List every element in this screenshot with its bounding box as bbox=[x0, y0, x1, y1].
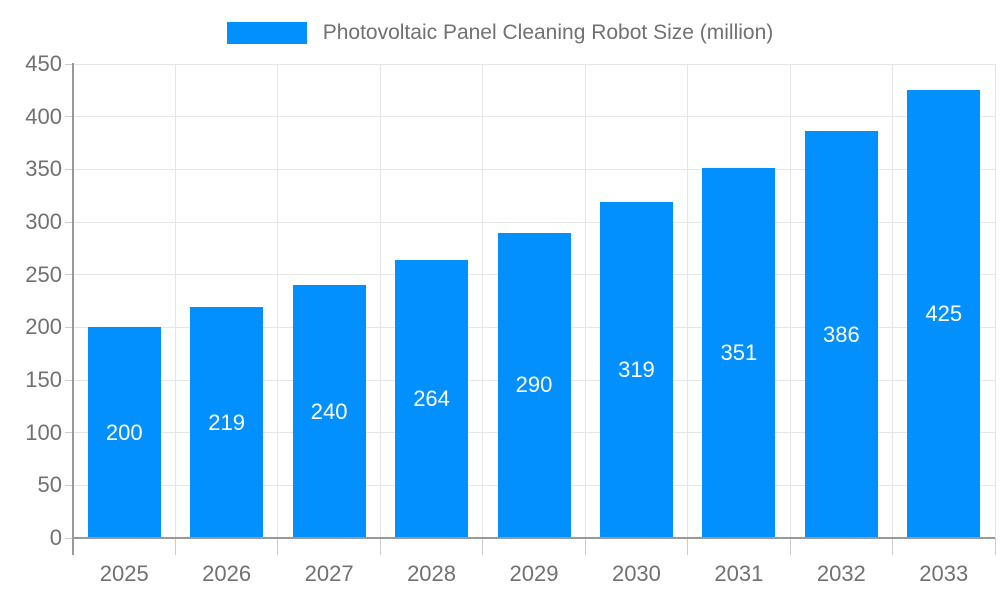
x-axis-tick bbox=[482, 538, 484, 555]
x-axis-tick bbox=[174, 538, 176, 555]
h-gridline bbox=[73, 63, 995, 65]
bar[interactable] bbox=[395, 259, 469, 537]
y-axis-line bbox=[72, 63, 74, 555]
v-gridline bbox=[789, 64, 791, 538]
x-tick-label: 2032 bbox=[816, 561, 866, 586]
y-axis-tick bbox=[65, 63, 73, 65]
y-axis-tick bbox=[65, 379, 73, 381]
y-axis-tick bbox=[65, 326, 73, 328]
x-tick-label: 2031 bbox=[714, 561, 764, 586]
legend-label[interactable]: Photovoltaic Panel Cleaning Robot Size (… bbox=[322, 21, 774, 44]
legend: Photovoltaic Panel Cleaning Robot Size (… bbox=[0, 20, 1000, 46]
x-tick-label: 2026 bbox=[202, 561, 252, 586]
x-tick-label: 2027 bbox=[304, 561, 354, 586]
x-axis-tick bbox=[687, 538, 689, 555]
bar[interactable] bbox=[292, 285, 366, 537]
v-gridline bbox=[174, 64, 176, 538]
bar-value-label: 351 bbox=[720, 340, 758, 366]
bar[interactable] bbox=[804, 131, 878, 537]
bar-value-label: 240 bbox=[310, 398, 348, 424]
v-gridline bbox=[994, 64, 996, 538]
y-axis-tick bbox=[65, 432, 73, 434]
x-tick-label: 2029 bbox=[509, 561, 559, 586]
x-axis-tick bbox=[994, 538, 996, 555]
v-gridline bbox=[482, 64, 484, 538]
y-axis-tick bbox=[65, 537, 73, 539]
bar[interactable] bbox=[190, 307, 264, 537]
bar-value-label: 425 bbox=[925, 301, 963, 327]
y-tick-label: 50 bbox=[37, 472, 62, 498]
y-tick-label: 300 bbox=[25, 209, 62, 234]
bar[interactable] bbox=[599, 201, 673, 537]
y-tick-label: 100 bbox=[25, 419, 62, 445]
v-gridline bbox=[379, 64, 381, 538]
bar-value-label: 219 bbox=[208, 409, 246, 435]
x-axis-line bbox=[72, 537, 995, 539]
v-gridline bbox=[584, 64, 586, 538]
bar-value-label: 264 bbox=[413, 385, 450, 411]
y-tick-label: 450 bbox=[25, 51, 62, 76]
y-tick-label: 400 bbox=[25, 103, 62, 129]
x-tick-label: 2025 bbox=[99, 561, 149, 586]
x-tick-label: 2033 bbox=[919, 561, 969, 586]
y-tick-label: 0 bbox=[49, 525, 62, 550]
x-tick-label: 2030 bbox=[611, 561, 661, 586]
bar-value-label: 386 bbox=[822, 321, 860, 347]
v-gridline bbox=[277, 64, 279, 538]
y-axis-tick bbox=[65, 484, 73, 486]
x-axis-tick bbox=[892, 538, 894, 555]
v-gridline bbox=[687, 64, 689, 538]
h-gridline bbox=[73, 168, 995, 170]
y-axis-tick bbox=[65, 116, 73, 118]
x-tick-label: 2028 bbox=[407, 561, 457, 586]
y-axis-tick bbox=[65, 168, 73, 170]
y-tick-label: 350 bbox=[25, 156, 62, 182]
h-gridline bbox=[73, 221, 995, 223]
bar[interactable] bbox=[497, 232, 571, 537]
y-tick-label: 150 bbox=[25, 367, 62, 392]
bar-value-label: 200 bbox=[105, 419, 143, 445]
bar[interactable] bbox=[87, 327, 161, 537]
bar[interactable] bbox=[907, 90, 981, 537]
x-axis-tick bbox=[789, 538, 791, 555]
bar-value-label: 319 bbox=[618, 356, 655, 382]
y-axis-tick bbox=[65, 274, 73, 276]
x-axis-tick bbox=[379, 538, 381, 555]
legend-swatch[interactable] bbox=[226, 22, 307, 44]
bar[interactable] bbox=[702, 168, 776, 537]
v-gridline bbox=[892, 64, 894, 538]
y-tick-label: 250 bbox=[25, 261, 62, 287]
y-tick-label: 200 bbox=[25, 314, 62, 340]
y-axis-tick bbox=[65, 221, 73, 223]
h-gridline bbox=[73, 116, 995, 118]
x-axis-tick bbox=[584, 538, 586, 555]
x-axis-tick bbox=[277, 538, 279, 555]
bar-value-label: 290 bbox=[515, 372, 553, 398]
